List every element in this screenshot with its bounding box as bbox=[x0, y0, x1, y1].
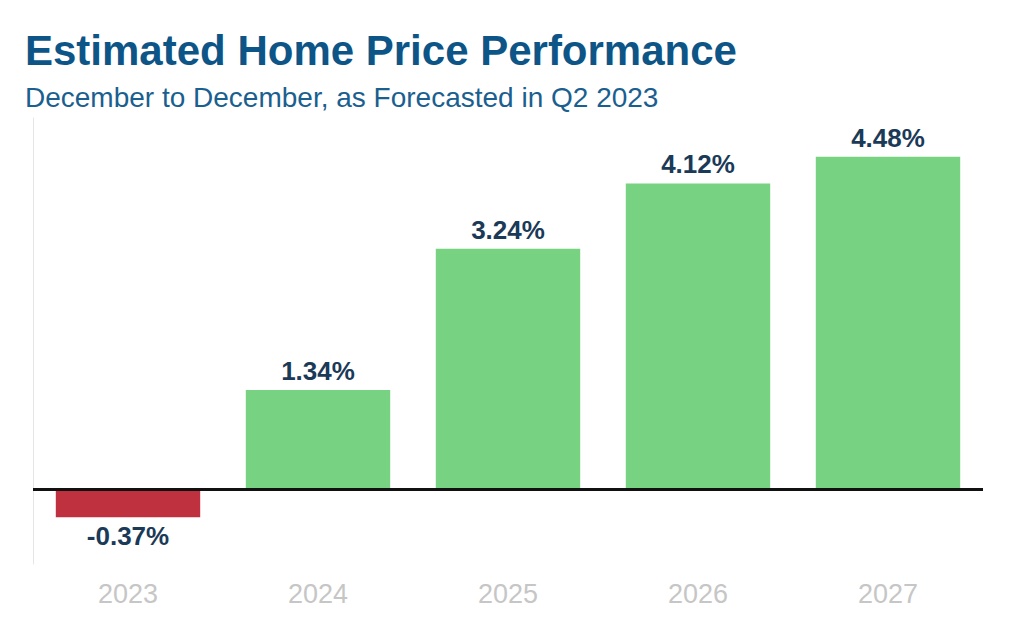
svg-text:2023: 2023 bbox=[98, 579, 158, 609]
svg-text:2027: 2027 bbox=[858, 579, 918, 609]
svg-text:4.48%: 4.48% bbox=[851, 123, 925, 153]
svg-text:2025: 2025 bbox=[478, 579, 538, 609]
svg-text:2024: 2024 bbox=[288, 579, 348, 609]
svg-text:Estimated Home Price Performan: Estimated Home Price Performance bbox=[25, 27, 737, 74]
svg-text:2026: 2026 bbox=[668, 579, 728, 609]
svg-text:-0.37%: -0.37% bbox=[87, 521, 169, 551]
svg-text:3.24%: 3.24% bbox=[471, 215, 545, 245]
svg-text:1.34%: 1.34% bbox=[281, 356, 355, 386]
svg-text:December to December, as Forec: December to December, as Forecasted in Q… bbox=[25, 82, 658, 113]
svg-text:4.12%: 4.12% bbox=[661, 149, 735, 179]
